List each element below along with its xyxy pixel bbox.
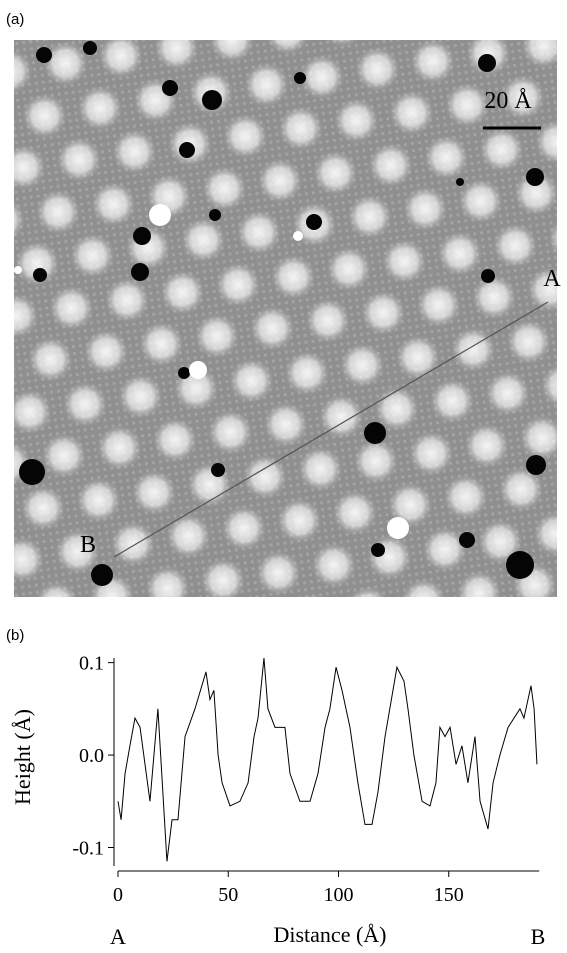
x-tick-label: 100 [324, 884, 354, 906]
x-axis-label: Distance (Å) [273, 922, 386, 947]
stm-image [14, 40, 557, 597]
endpoint-label: B [531, 924, 546, 948]
y-axis-label: Height (Å) [10, 709, 35, 805]
x-tick-label: 0 [113, 884, 123, 906]
y-tick-label: 0.0 [79, 745, 104, 767]
data-line [117, 657, 538, 862]
panel-label: (b) [6, 627, 24, 644]
y-tick-label: 0.1 [79, 653, 104, 675]
plot-area: -0.1 0.0 0.1 0 50 100 150 [72, 653, 540, 906]
scale-bar-label: 20 Å [484, 88, 532, 114]
line-end-label: B [80, 532, 96, 558]
panel-label: (a) [6, 11, 24, 28]
x-tick-label: 50 [218, 884, 238, 906]
endpoint-label: A [110, 924, 126, 948]
y-tick-label: -0.1 [72, 838, 104, 860]
line-end-label: A [543, 266, 561, 292]
x-tick-label: 150 [434, 884, 464, 906]
